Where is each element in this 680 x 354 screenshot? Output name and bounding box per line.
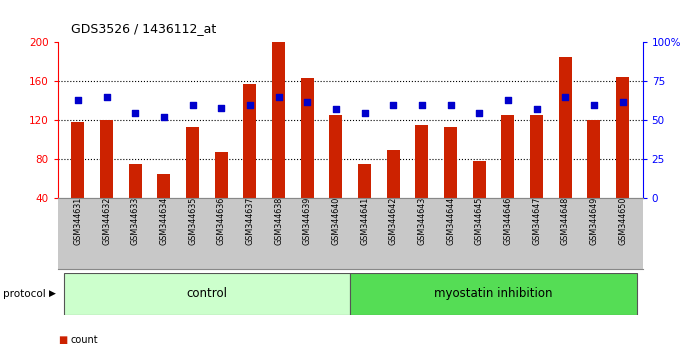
Bar	[444, 127, 457, 198]
Point	[244, 102, 255, 108]
Point	[302, 99, 313, 104]
Point	[158, 114, 169, 120]
Text: GDS3526 / 1436112_at: GDS3526 / 1436112_at	[71, 22, 217, 35]
Bar	[129, 164, 141, 198]
Text: ■: ■	[58, 335, 67, 345]
Point	[445, 102, 456, 108]
Point	[588, 102, 599, 108]
Point	[503, 97, 513, 103]
Bar	[243, 84, 256, 198]
Bar	[350, 273, 637, 315]
Bar	[71, 122, 84, 198]
Text: count: count	[70, 335, 98, 345]
Bar	[387, 149, 400, 198]
Bar	[530, 115, 543, 198]
Text: myostatin inhibition: myostatin inhibition	[435, 287, 553, 300]
Point	[216, 105, 226, 111]
Bar	[329, 115, 342, 198]
Bar	[301, 79, 313, 198]
Bar	[501, 115, 514, 198]
Bar	[63, 273, 350, 315]
Point	[560, 94, 571, 100]
Bar	[215, 152, 228, 198]
Bar	[616, 76, 629, 198]
Bar	[473, 161, 486, 198]
Bar	[157, 174, 170, 198]
Point	[73, 97, 84, 103]
Point	[273, 94, 284, 100]
Point	[531, 107, 542, 112]
Bar	[272, 42, 285, 198]
Point	[330, 107, 341, 112]
Bar	[186, 127, 199, 198]
Bar	[415, 125, 428, 198]
Bar	[588, 120, 600, 198]
Point	[617, 99, 628, 104]
Point	[474, 110, 485, 115]
Point	[416, 102, 427, 108]
Text: protocol: protocol	[3, 289, 46, 299]
Point	[359, 110, 370, 115]
Bar	[559, 57, 572, 198]
Point	[101, 94, 112, 100]
Point	[130, 110, 141, 115]
Bar	[100, 120, 113, 198]
Text: ▶: ▶	[49, 289, 56, 298]
Bar	[358, 164, 371, 198]
Text: control: control	[186, 287, 227, 300]
Point	[187, 102, 198, 108]
Point	[388, 102, 398, 108]
